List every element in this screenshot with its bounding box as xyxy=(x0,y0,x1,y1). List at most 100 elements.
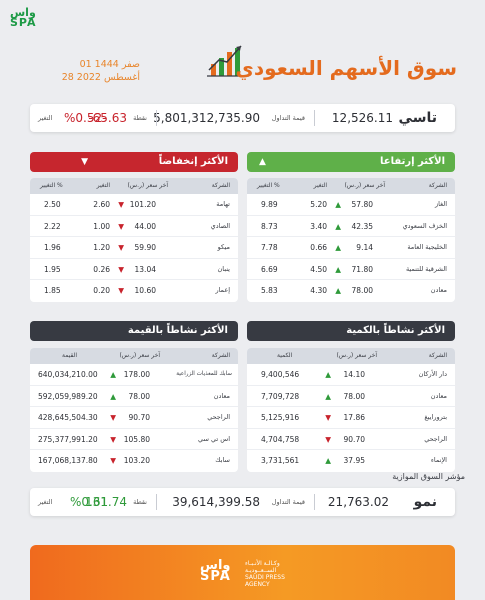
tasi-volume: 5,801,312,735.90 xyxy=(153,111,260,125)
table-row[interactable]: الراجحي 90.70 ▼ 428,645,504.30 xyxy=(30,407,238,429)
gainers-header: ▲ الأكثر إرتفاعا xyxy=(247,152,455,172)
up-arrow-icon: ▲ xyxy=(335,221,341,231)
footer-banner xyxy=(30,545,455,600)
losers-table: الشركة آخر سعر (ر.س) التغير التغيير % ته… xyxy=(30,178,238,302)
col-change: التغير xyxy=(313,182,327,189)
table-row[interactable]: معادن 78.00 ▲ 4.30 5.83 xyxy=(247,280,455,302)
gainers-table: الشركة آخر سعر (ر.س) التغير التغيير % ال… xyxy=(247,178,455,302)
up-arrow-icon: ▲ xyxy=(259,157,266,167)
parallel-points-label: نقطة xyxy=(133,498,147,506)
table-row[interactable]: بتروراييغ 17.86 ▼ 5,125,916 xyxy=(247,407,455,429)
gainers-title: الأكثر إرتفاعا xyxy=(380,156,445,167)
col-last: آخر سعر (ر.س) xyxy=(119,352,160,359)
table-row[interactable]: ميكو 59.90 ▼ 1.20 1.96 xyxy=(30,237,238,259)
col-pct: التغيير % xyxy=(257,182,280,189)
parallel-volume-label: قيمة التداول xyxy=(271,498,305,506)
table-row[interactable]: الإنماء 37.95 ▲ 3,731,561 xyxy=(247,450,455,472)
table-row[interactable]: معادن 78.00 ▲ 7,709,728 xyxy=(247,386,455,407)
parallel-change-label: التغير xyxy=(38,498,53,506)
table-row[interactable]: دار الأركان 14.10 ▲ 9,400,546 xyxy=(247,364,455,386)
col-company: الشركة xyxy=(211,182,230,189)
tasi-change: %0.52- xyxy=(64,111,107,125)
up-arrow-icon: ▲ xyxy=(325,391,331,401)
table-row[interactable]: إعمار 10.60 ▼ 0.20 1.85 xyxy=(30,280,238,302)
parallel-name: نمو xyxy=(413,494,437,510)
tasi-index-bar: تاسي 12,526.11 قيمة التداول 5,801,312,73… xyxy=(30,104,455,132)
table-row[interactable]: الصادي 44.00 ▼ 1.00 2.22 xyxy=(30,216,238,237)
col-company: الشركة xyxy=(211,352,230,359)
col-value: القيمة xyxy=(62,352,78,359)
down-arrow-icon: ▼ xyxy=(81,157,88,167)
volume-header: الأكثر نشاطاً بالكمية xyxy=(247,321,455,341)
parallel-value: 21,763.02 xyxy=(327,495,389,509)
up-arrow-icon: ▲ xyxy=(335,286,341,295)
down-arrow-icon: ▼ xyxy=(110,434,116,444)
col-last: آخر سعر (ر.س) xyxy=(336,352,377,359)
parallel-change: %0.61 xyxy=(70,495,109,509)
col-last: آخر سعر (ر.س) xyxy=(344,182,385,189)
tasi-volume-label: قيمة التداول xyxy=(271,114,305,122)
value-table: الشركة آخر سعر (ر.س) القيمة سابك للمغذيا… xyxy=(30,348,238,472)
up-arrow-icon: ▲ xyxy=(335,200,341,209)
date-block: 01 صفر 1444 28 أغسطس 2022 xyxy=(30,58,140,84)
table-row[interactable]: ينبان 13.04 ▼ 0.26 1.95 xyxy=(30,259,238,280)
spa-footer-logo: واس SPA xyxy=(200,558,231,584)
gregorian-date: 28 أغسطس 2022 xyxy=(61,72,140,83)
value-title: الأكثر نشاطاً بالقيمة xyxy=(127,325,228,336)
losers-title: الأكثر إنخفاضاً xyxy=(158,156,228,167)
table-row[interactable]: الخزف السعودي 42.35 ▲ 3.40 8.73 xyxy=(247,216,455,237)
volume-title: الأكثر نشاطاً بالكمية xyxy=(346,325,445,336)
table-row[interactable]: تهامة 101.20 ▼ 2.60 2.50 xyxy=(30,194,238,216)
up-arrow-icon: ▲ xyxy=(325,456,331,465)
hijri-date: 01 صفر 1444 xyxy=(79,59,140,70)
table-header: الشركة آخر سعر (ر.س) التغير التغيير % xyxy=(247,178,455,194)
table-row[interactable]: سابك للمغذيات الزراعية 178.00 ▲ 640,034,… xyxy=(30,364,238,386)
tasi-name: تاسي xyxy=(398,110,437,126)
col-company: الشركة xyxy=(428,352,447,359)
table-row[interactable]: الخليجية العامة 9.14 ▲ 0.66 7.78 xyxy=(247,237,455,259)
parallel-points: 131.74 xyxy=(85,495,127,509)
table-row[interactable]: الراجحي 90.70 ▼ 4,704,758 xyxy=(247,429,455,450)
up-arrow-icon: ▲ xyxy=(325,370,331,379)
down-arrow-icon: ▼ xyxy=(118,243,124,252)
table-row[interactable]: الشرقية للتنمية 71.80 ▲ 4.50 6.69 xyxy=(247,259,455,280)
table-header: الشركة آخر سعر (ر.س) القيمة xyxy=(30,348,238,364)
up-arrow-icon: ▲ xyxy=(335,264,341,274)
tasi-value: 12,526.11 xyxy=(331,111,393,125)
down-arrow-icon: ▼ xyxy=(118,221,124,231)
up-arrow-icon: ▲ xyxy=(110,370,116,379)
down-arrow-icon: ▼ xyxy=(118,200,124,209)
losers-header: ▼ الأكثر إنخفاضاً xyxy=(30,152,238,172)
table-row[interactable]: الغاز 57.80 ▲ 5.20 9.89 xyxy=(247,194,455,216)
col-pct: التغيير % xyxy=(40,182,63,189)
parallel-index-bar: نمو 21,763.02 قيمة التداول 39,614,399.58… xyxy=(30,488,455,516)
market-chart-icon xyxy=(207,45,249,77)
col-qty: الكمية xyxy=(277,352,293,359)
col-company: الشركة xyxy=(428,182,447,189)
table-header: الشركة آخر سعر (ر.س) الكمية xyxy=(247,348,455,364)
down-arrow-icon: ▼ xyxy=(118,286,124,295)
parallel-volume: 39,614,399.58 xyxy=(172,495,260,509)
up-arrow-icon: ▲ xyxy=(110,391,116,401)
down-arrow-icon: ▼ xyxy=(110,456,116,465)
col-change: التغير xyxy=(96,182,110,189)
table-row[interactable]: اس تي سي 105.80 ▼ 275,377,991.20 xyxy=(30,429,238,450)
page-title: سوق الأسهم السعودي xyxy=(235,56,457,80)
table-row[interactable]: معادن 78.00 ▲ 592,059,989.20 xyxy=(30,386,238,407)
value-header: الأكثر نشاطاً بالقيمة xyxy=(30,321,238,341)
spa-agency-name: وكـالـة الأنـبـاء الســعــوديـة SAUDI PR… xyxy=(245,560,285,588)
col-last: آخر سعر (ر.س) xyxy=(127,182,168,189)
volume-table: الشركة آخر سعر (ر.س) الكمية دار الأركان … xyxy=(247,348,455,472)
tasi-points-label: نقطة xyxy=(133,114,147,122)
table-header: الشركة آخر سعر (ر.س) التغير التغيير % xyxy=(30,178,238,194)
spa-logo: واس SPA xyxy=(10,6,37,29)
tasi-change-label: التغير xyxy=(38,114,53,122)
parallel-market-label: مؤشر السوق الموازية xyxy=(392,472,465,481)
tasi-points: -65.63 xyxy=(88,111,127,125)
down-arrow-icon: ▼ xyxy=(118,264,124,274)
down-arrow-icon: ▼ xyxy=(110,413,116,422)
down-arrow-icon: ▼ xyxy=(325,434,331,444)
table-row[interactable]: سابك 103.20 ▼ 167,068,137.80 xyxy=(30,450,238,472)
down-arrow-icon: ▼ xyxy=(325,413,331,422)
up-arrow-icon: ▲ xyxy=(335,243,341,252)
